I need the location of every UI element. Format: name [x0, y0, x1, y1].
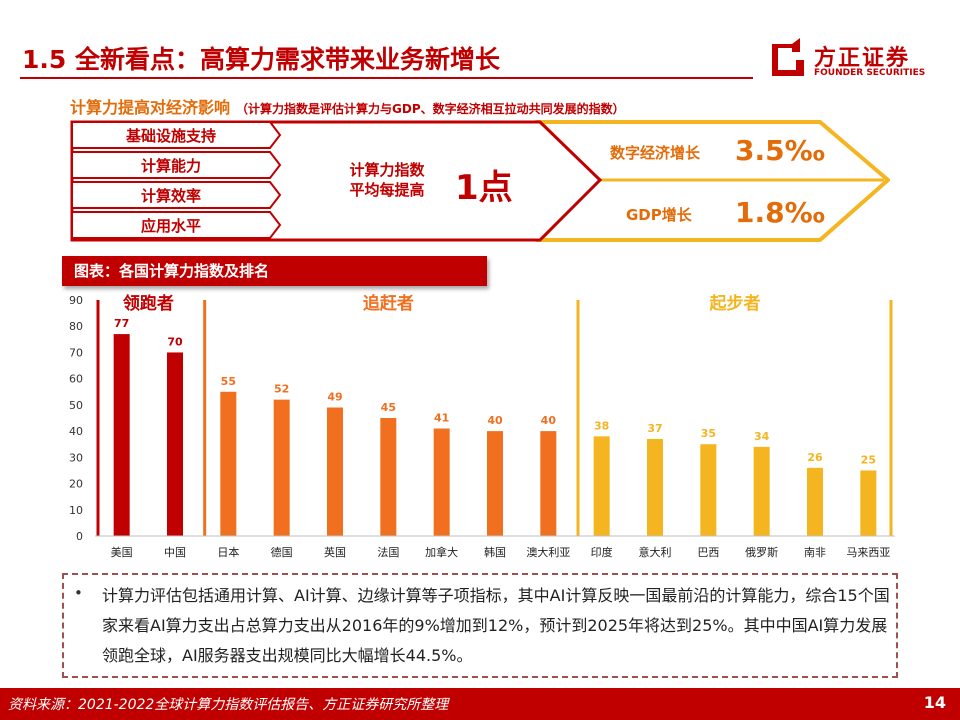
group-label: 领跑者: [123, 293, 174, 314]
bar-value-label: 77: [114, 317, 129, 330]
bar-value-label: 35: [701, 427, 716, 440]
bar-value-label: 41: [434, 411, 449, 424]
y-tick-label: 70: [69, 346, 83, 359]
page-title: 1.5 全新看点：高算力需求带来业务新增长: [22, 45, 500, 74]
impact-flow-diagram: 基础设施支持 计算能力 计算效率 应用水平 计算力指数 平均每提高 1点 数字经…: [70, 120, 890, 242]
bar: [167, 352, 183, 536]
bar: [220, 391, 237, 536]
bar: [433, 428, 450, 536]
bar: [380, 418, 397, 536]
bar-value-label: 34: [754, 430, 770, 443]
y-tick-label: 0: [76, 530, 83, 543]
bar: [700, 444, 717, 536]
bar: [487, 431, 503, 536]
bar: [113, 334, 130, 536]
x-tick-label: 澳大利亚: [526, 545, 570, 559]
summary-text: 计算力评估包括通用计算、AI计算、边缘计算等子项指标，其中AI计算反映一国最前沿…: [102, 586, 890, 665]
bar: [807, 467, 823, 536]
bar-value-label: 55: [221, 375, 236, 388]
x-tick-label: 巴西: [697, 546, 719, 559]
group-label: 起步者: [709, 293, 761, 314]
center-caption: 计算力指数 平均每提高: [332, 160, 442, 200]
impact-heading: 计算力提高对经济影响 （计算力指数是评估计算力与GDP、数字经济相互拉动共同发展的…: [70, 94, 625, 118]
x-tick-label: 加拿大: [425, 545, 458, 559]
x-tick-label: 中国: [164, 546, 186, 559]
source-note: 资料来源：2021-2022全球计算力指数评估报告、方正证券研究所整理: [8, 697, 449, 713]
y-tick-label: 50: [69, 399, 83, 412]
center-caption-line2: 平均每提高: [349, 181, 425, 199]
factor-compute-capacity: 计算能力: [140, 157, 201, 175]
logo-text-cn: 方正证券: [814, 46, 911, 71]
bar-value-label: 45: [381, 401, 396, 414]
bar: [860, 470, 877, 536]
x-tick-label: 日本: [217, 545, 239, 559]
factor-application-level: 应用水平: [140, 217, 201, 235]
bar: [540, 431, 557, 536]
factor-infrastructure: 基础设施支持: [125, 127, 216, 145]
bar: [647, 438, 663, 536]
x-tick-label: 美国: [111, 546, 133, 559]
impact-note: （计算力指数是评估计算力与GDP、数字经济相互拉动共同发展的指数）: [236, 102, 625, 116]
founder-logo-icon: [772, 38, 804, 76]
factor-compute-efficiency: 计算效率: [140, 187, 201, 205]
company-logo: 方正证券 FOUNDER SECURITIES: [770, 38, 940, 82]
y-tick-label: 20: [69, 478, 83, 491]
chart-title: 图表：各国计算力指数及排名: [62, 256, 487, 286]
center-value: 1点: [455, 168, 513, 208]
output-gdp-value: 1.8‰: [735, 196, 825, 229]
bar-value-label: 40: [541, 414, 557, 427]
output-digital-economy-label: 数字经济增长: [610, 144, 701, 162]
x-tick-label: 法国: [377, 545, 399, 559]
bar: [593, 436, 610, 536]
center-caption-line1: 计算力指数: [349, 161, 425, 179]
y-tick-label: 30: [69, 451, 83, 464]
x-tick-label: 南非: [804, 546, 826, 559]
x-tick-label: 俄罗斯: [745, 546, 778, 559]
title-divider: [20, 77, 753, 79]
impact-title: 计算力提高对经济影响: [70, 98, 231, 117]
bar-value-label: 40: [487, 414, 503, 427]
logo-text-en: FOUNDER SECURITIES: [814, 68, 926, 78]
page-number: 14: [923, 693, 946, 712]
x-tick-label: 意大利: [639, 545, 672, 559]
x-tick-label: 印度: [591, 545, 613, 559]
y-tick-label: 80: [69, 320, 83, 333]
x-tick-label: 德国: [271, 545, 293, 559]
y-tick-label: 90: [69, 294, 83, 307]
bar-value-label: 49: [327, 391, 342, 404]
summary-box: • 计算力评估包括通用计算、AI计算、边缘计算等子项指标，其中AI计算反映一国最…: [62, 573, 898, 678]
group-label: 追赶者: [363, 293, 414, 314]
x-tick-label: 马来西亚: [846, 546, 890, 559]
footer-bar: 资料来源：2021-2022全球计算力指数评估报告、方正证券研究所整理 14: [0, 688, 960, 720]
y-tick-label: 10: [69, 504, 83, 517]
bar-value-label: 52: [274, 383, 289, 396]
y-tick-label: 60: [69, 373, 83, 386]
bar-value-label: 37: [647, 422, 662, 435]
output-digital-economy-value: 3.5‰: [735, 134, 825, 167]
bar: [753, 446, 770, 536]
bar: [327, 407, 343, 536]
y-tick-label: 40: [69, 425, 83, 438]
x-tick-label: 韩国: [484, 545, 506, 559]
bar-value-label: 70: [167, 335, 183, 348]
bar-value-label: 25: [861, 453, 876, 466]
output-gdp-label: GDP增长: [626, 206, 692, 224]
bullet-icon: •: [74, 584, 83, 602]
x-tick-label: 英国: [324, 545, 346, 559]
bar-value-label: 26: [807, 451, 823, 464]
bar: [273, 399, 290, 536]
flow-arrows: [70, 120, 890, 242]
bar-value-label: 38: [594, 419, 609, 432]
country-compute-index-chart: 0 10 20 30 40 50 60 70 80 90 领跑者 追赶者 起步者 77 美国 70 中国 55 日本…: [69, 293, 895, 559]
